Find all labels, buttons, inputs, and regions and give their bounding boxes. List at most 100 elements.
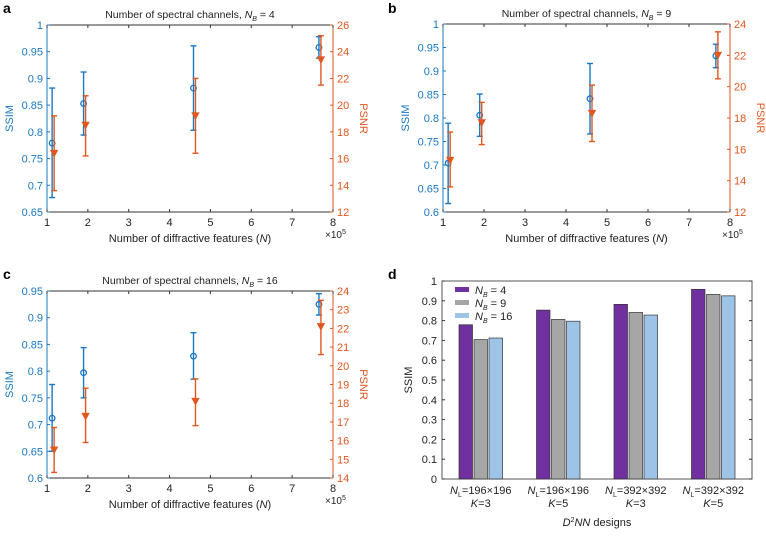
panel-letter: a <box>3 0 11 16</box>
y-left-tick-label: 0.7 <box>28 420 43 432</box>
psnr-point <box>81 387 90 444</box>
x-tick-label: 7 <box>289 217 295 229</box>
y-left-tick-label: 0.9 <box>28 313 43 325</box>
xmult-base: ×10 <box>325 496 342 507</box>
y-right-tick-label: 22 <box>337 323 349 335</box>
ssim-point <box>48 87 56 199</box>
y-left-label: SSIM <box>4 371 16 398</box>
category-label: NL=392×392 <box>683 485 744 499</box>
title-sub: B <box>649 15 654 22</box>
category-rest: =196×196 <box>462 485 512 497</box>
panel-a: a1 2 3 4 5 6 7 80.650.70.750.80.850.90.95112141… <box>3 0 369 245</box>
category-label: NL=196×196 <box>528 485 589 499</box>
psnr-point <box>81 95 90 157</box>
y-left-tick-label: 0.85 <box>22 100 43 112</box>
category-krest: =5 <box>556 498 569 510</box>
psnr-marker <box>445 156 455 165</box>
xlabel-text: Number of diffractive features ( <box>109 233 260 245</box>
y-tick-label: 0.2 <box>422 434 437 446</box>
x-tick-label: 1 <box>44 483 50 495</box>
y-right-tick-label: 15 <box>337 454 349 466</box>
bar-nb16 <box>488 337 503 480</box>
psnr-marker <box>49 446 59 455</box>
y-right-tick-label: 23 <box>337 305 349 317</box>
x-tick-label: 5 <box>207 217 213 229</box>
x-axis-label: Number of diffractive features (N) <box>505 233 667 245</box>
title-suffix: = 16 <box>254 275 278 287</box>
x-multiplier: ×105 <box>722 229 743 241</box>
y-right-tick-label: 20 <box>337 100 349 112</box>
legend-suffix: = 9 <box>488 298 507 310</box>
y-tick-label: 0.3 <box>422 415 437 427</box>
y-right-tick-label: 14 <box>337 180 349 192</box>
title-text: Number of spectral channels, <box>105 9 244 21</box>
psnr-marker <box>316 323 326 331</box>
xmult-exp: 5 <box>739 229 743 236</box>
category-krest: =3 <box>478 498 491 510</box>
y-left-tick-label: 0.9 <box>424 66 439 78</box>
legend-sub: B <box>483 305 488 312</box>
y-right-tick-label: 22 <box>337 73 349 85</box>
ssim-marker <box>80 369 88 377</box>
y-left-label: SSIM <box>400 105 412 132</box>
ssim-marker <box>80 100 88 107</box>
xmult-exp: 5 <box>342 229 346 236</box>
y-left-tick-label: 0.75 <box>22 393 43 405</box>
panel-c: c1 2 3 4 5 6 7 80.60.650.70.750.80.850.90.95141… <box>3 266 369 511</box>
y-right-tick-label: 22 <box>734 50 746 62</box>
title-suffix: = 9 <box>653 8 671 20</box>
ssim-marker <box>586 95 594 103</box>
category-sub: L <box>458 492 462 499</box>
y-right-tick-label: 24 <box>734 19 746 31</box>
y-right-label: PSNR <box>357 103 369 134</box>
xlabel-var: N <box>260 233 268 245</box>
legend-item: NB = 4 <box>455 285 506 299</box>
xlabel-suffix: ) <box>268 233 272 245</box>
psnr-point <box>191 77 200 154</box>
y-axis-label: SSIM <box>403 367 415 394</box>
legend-label: NB = 9 <box>475 298 506 312</box>
xlabel-text: Number of diffractive features ( <box>109 499 260 511</box>
y-left-tick-label: 0.75 <box>22 154 43 166</box>
y-left-tick-label: 0.85 <box>22 339 43 351</box>
x-tick-label: 3 <box>126 217 132 229</box>
ssim-marker <box>315 300 323 308</box>
y-left-tick-label: 0.95 <box>418 43 439 55</box>
legend-sub: B <box>483 318 488 325</box>
legend-label: NB = 16 <box>475 311 512 325</box>
psnr-marker <box>191 112 200 121</box>
category-sub: L <box>690 492 694 499</box>
psnr-marker <box>191 397 200 406</box>
x-axis-label: Number of diffractive features (N) <box>109 499 271 511</box>
psnr-marker <box>316 56 326 65</box>
category-rest: =392×392 <box>617 485 667 497</box>
y-tick-label: 0.9 <box>422 296 437 308</box>
psnr-marker <box>587 109 597 118</box>
xlabel-var: N <box>260 499 268 511</box>
y-tick-label: 0 <box>431 474 437 486</box>
panel-title: Number of spectral channels, NB = 9 <box>502 8 672 22</box>
y-right-tick-label: 24 <box>337 47 349 59</box>
title-text: Number of spectral channels, <box>502 8 641 20</box>
y-right-tick-label: 14 <box>337 473 349 485</box>
category-var: N <box>683 485 691 497</box>
category-label-k: K=5 <box>703 498 723 510</box>
psnr-point <box>713 31 723 80</box>
y-right-tick-label: 19 <box>337 380 349 392</box>
ssim-point <box>476 93 484 138</box>
title-sub: B <box>249 282 254 289</box>
legend-var: N <box>475 285 483 297</box>
category-rest: =196×196 <box>539 485 589 497</box>
category-sub: L <box>535 492 539 499</box>
y-left-tick-label: 0.8 <box>28 127 43 139</box>
psnr-marker <box>81 412 90 421</box>
x-tick-label: 6 <box>248 483 254 495</box>
y-tick-label: 0.4 <box>422 395 437 407</box>
x-tick-label: 1 <box>440 217 446 229</box>
bar-nb4 <box>536 309 551 480</box>
psnr-marker <box>81 121 90 130</box>
legend-swatch <box>455 313 469 318</box>
ssim-marker <box>190 352 197 360</box>
xlabel-suffix: ) <box>664 233 668 245</box>
